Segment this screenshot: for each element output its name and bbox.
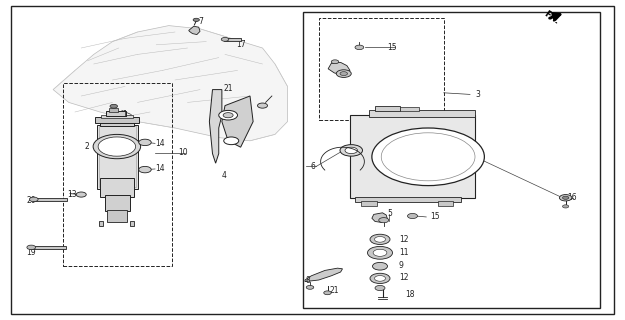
Text: 10: 10 — [178, 148, 187, 157]
Text: 15: 15 — [430, 212, 439, 221]
Polygon shape — [372, 213, 388, 222]
Text: FR.: FR. — [542, 9, 561, 26]
Polygon shape — [222, 96, 253, 147]
Text: 7: 7 — [199, 17, 204, 26]
Bar — [319, 18, 444, 120]
Circle shape — [219, 110, 238, 120]
Circle shape — [370, 234, 390, 244]
Bar — [302, 12, 600, 308]
Bar — [224, 38, 241, 41]
Circle shape — [110, 104, 118, 108]
Bar — [105, 195, 130, 211]
Circle shape — [27, 245, 36, 250]
Text: 12: 12 — [399, 273, 408, 282]
Text: 3: 3 — [475, 90, 480, 99]
Text: 2: 2 — [84, 142, 89, 151]
Bar — [350, 115, 475, 198]
Text: 14: 14 — [155, 164, 164, 173]
Circle shape — [331, 60, 339, 64]
Circle shape — [258, 103, 268, 108]
Polygon shape — [328, 62, 350, 75]
Bar — [369, 110, 475, 117]
Circle shape — [29, 197, 38, 202]
Bar — [106, 111, 126, 116]
Circle shape — [562, 205, 569, 208]
Text: 1: 1 — [122, 110, 127, 119]
Circle shape — [223, 113, 233, 118]
Bar — [109, 108, 118, 112]
Text: 8: 8 — [305, 276, 310, 285]
Text: 14: 14 — [155, 139, 164, 148]
Circle shape — [340, 145, 362, 156]
Circle shape — [559, 195, 572, 201]
Text: 18: 18 — [405, 290, 414, 299]
Circle shape — [224, 137, 239, 145]
Text: 9: 9 — [399, 261, 404, 270]
Circle shape — [373, 249, 387, 256]
Text: 12: 12 — [399, 235, 408, 244]
Bar — [107, 210, 127, 222]
Bar — [97, 125, 138, 189]
Circle shape — [408, 213, 418, 219]
Circle shape — [306, 285, 314, 289]
Text: 21: 21 — [224, 84, 233, 93]
Bar — [62, 83, 172, 266]
Circle shape — [375, 285, 385, 291]
Circle shape — [562, 196, 569, 199]
Circle shape — [336, 70, 351, 77]
Circle shape — [379, 218, 389, 223]
Circle shape — [340, 72, 348, 76]
Circle shape — [221, 37, 229, 41]
Circle shape — [324, 291, 331, 295]
Circle shape — [93, 134, 141, 159]
Bar — [30, 246, 66, 249]
Text: 16: 16 — [568, 193, 577, 202]
Circle shape — [374, 276, 386, 281]
Bar — [438, 201, 453, 206]
Text: 4: 4 — [222, 171, 227, 180]
Bar — [99, 126, 136, 187]
Text: 20: 20 — [26, 196, 36, 205]
Circle shape — [372, 128, 484, 186]
Circle shape — [139, 139, 151, 146]
Circle shape — [355, 45, 364, 50]
Circle shape — [76, 192, 86, 197]
Text: 5: 5 — [388, 209, 392, 218]
Circle shape — [368, 246, 392, 259]
Circle shape — [193, 18, 199, 21]
Bar — [100, 178, 134, 197]
Polygon shape — [99, 221, 103, 226]
Bar — [32, 198, 67, 201]
Circle shape — [372, 262, 388, 270]
Bar — [400, 107, 419, 111]
Circle shape — [98, 137, 136, 156]
Circle shape — [374, 236, 386, 242]
Text: 6: 6 — [311, 162, 316, 171]
Circle shape — [370, 273, 390, 284]
Circle shape — [139, 166, 151, 173]
Bar — [101, 115, 132, 118]
Polygon shape — [189, 26, 200, 35]
Text: 11: 11 — [399, 248, 408, 257]
Bar — [355, 197, 461, 202]
Polygon shape — [305, 268, 343, 282]
Text: 13: 13 — [68, 190, 77, 199]
Polygon shape — [130, 221, 134, 226]
Text: 19: 19 — [26, 248, 36, 257]
Bar — [95, 117, 139, 123]
Text: 17: 17 — [236, 40, 246, 49]
Circle shape — [345, 147, 358, 154]
Text: 15: 15 — [388, 43, 397, 52]
Polygon shape — [53, 26, 288, 141]
Polygon shape — [209, 90, 222, 163]
Bar — [375, 106, 400, 111]
Text: 21: 21 — [330, 286, 339, 295]
Bar — [100, 122, 134, 126]
Bar — [361, 201, 377, 206]
